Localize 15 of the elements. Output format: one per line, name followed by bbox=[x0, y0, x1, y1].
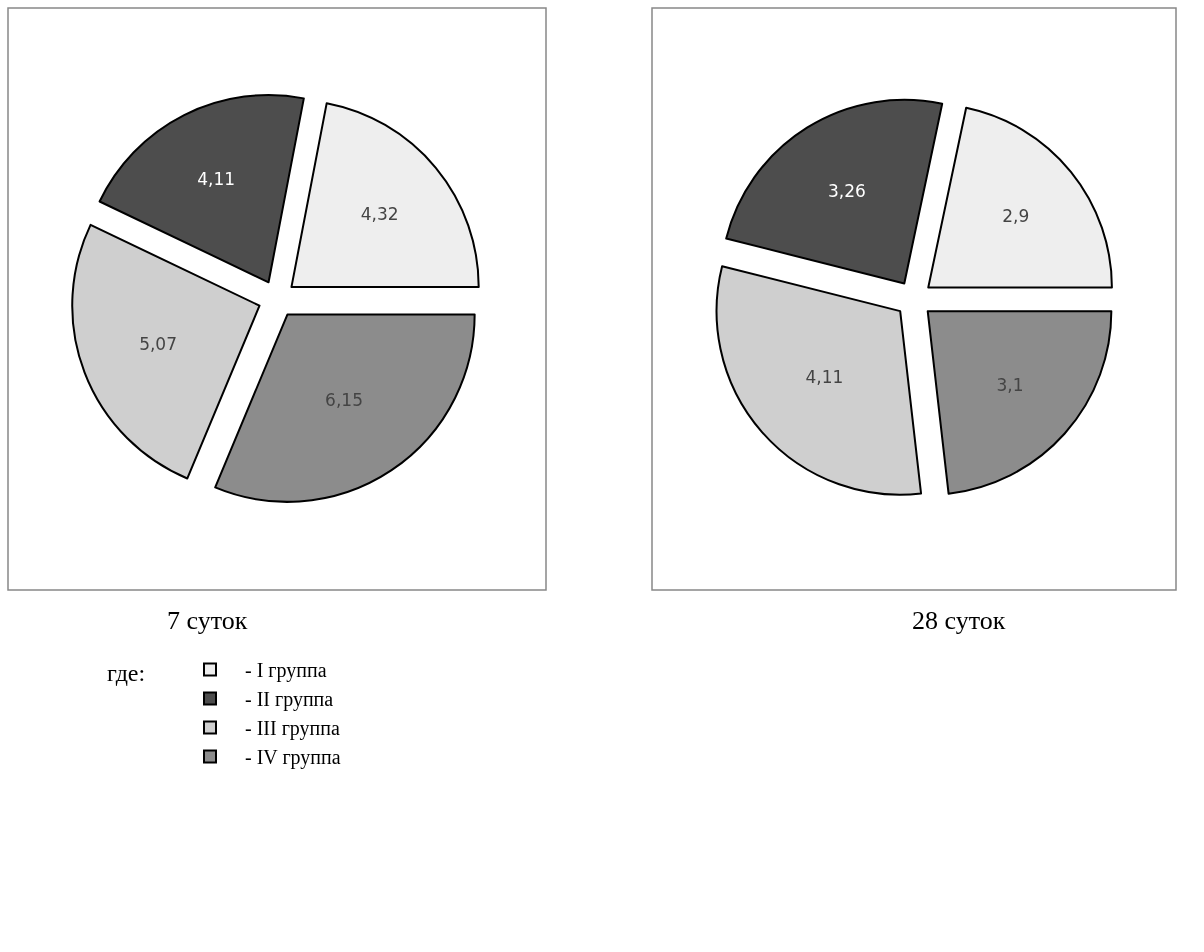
data-label: 6,15 bbox=[325, 389, 363, 410]
data-label: 3,1 bbox=[996, 374, 1024, 395]
data-label: 5,07 bbox=[139, 334, 177, 355]
legend-label: - IV группа bbox=[245, 746, 341, 770]
data-label: 3,26 bbox=[827, 181, 866, 202]
data-label: 2,9 bbox=[1002, 206, 1030, 227]
legend-label: - III группа bbox=[245, 717, 340, 741]
data-label: 4,11 bbox=[805, 367, 844, 388]
legend-label: - I группа bbox=[245, 659, 327, 683]
text: 7 суток bbox=[167, 606, 248, 635]
text: 28 суток bbox=[912, 606, 1006, 635]
data-label: 4,32 bbox=[360, 204, 399, 225]
data-label: 4,11 bbox=[197, 168, 236, 189]
legend-title: где: bbox=[107, 660, 146, 686]
legend-label: - II группа bbox=[245, 688, 334, 712]
